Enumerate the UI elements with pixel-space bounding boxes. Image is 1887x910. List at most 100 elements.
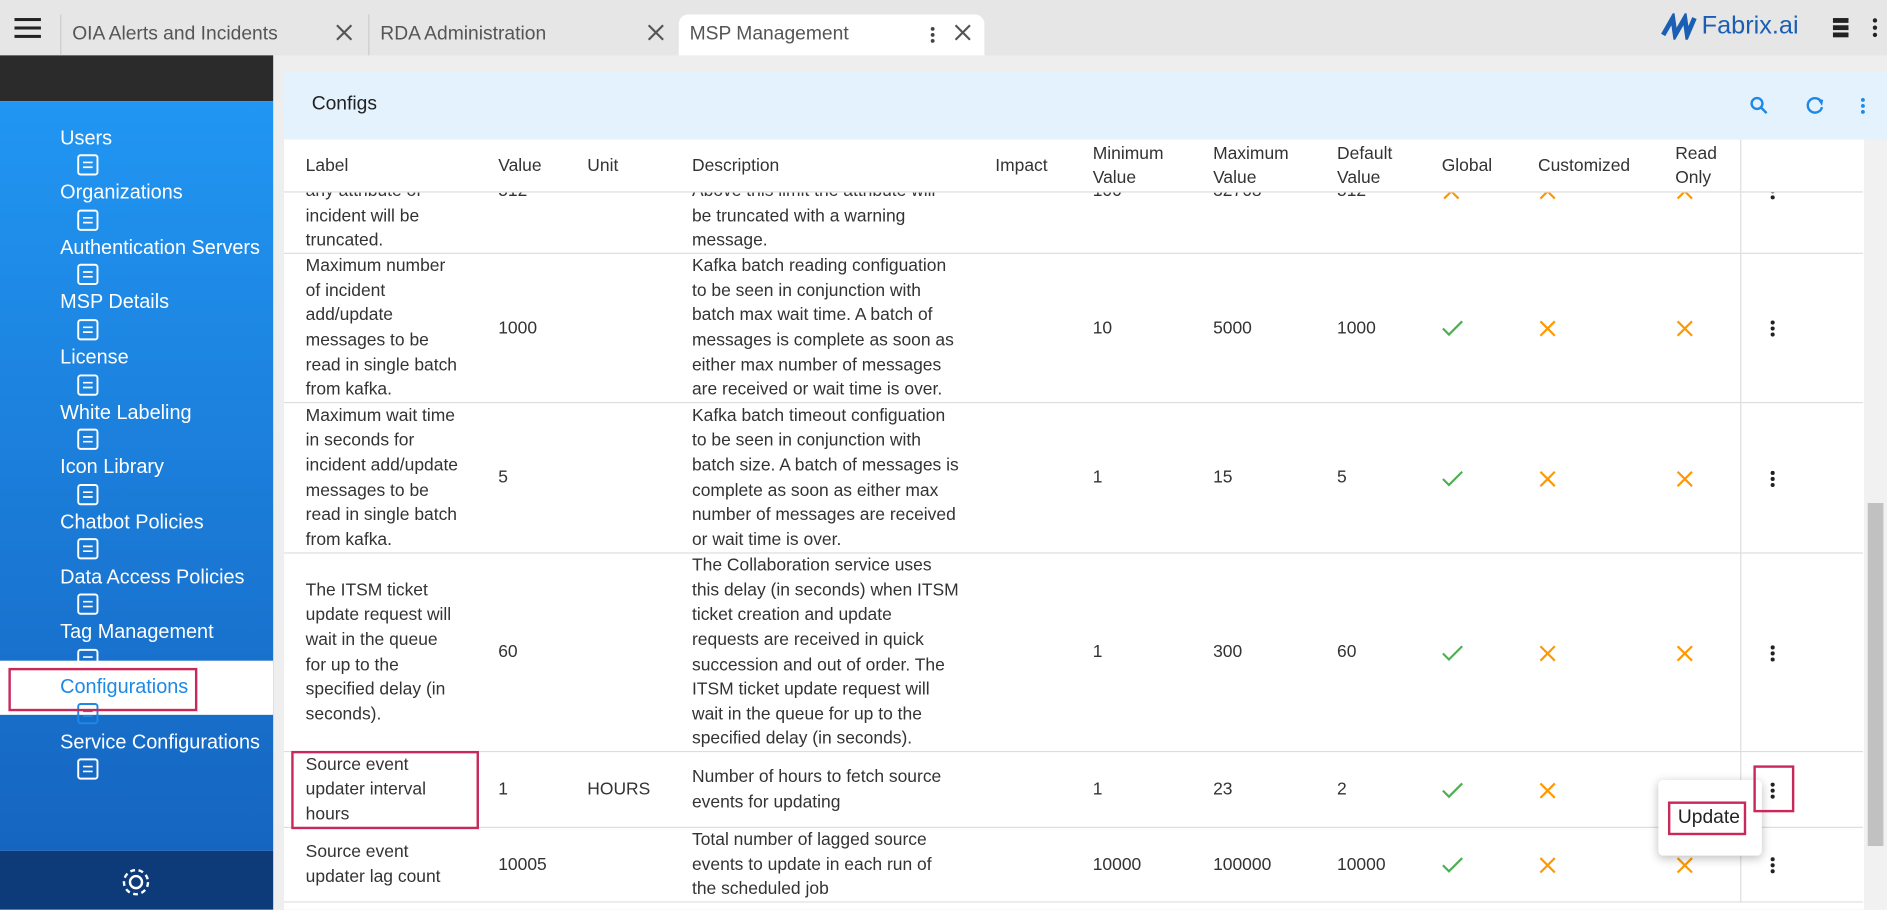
column-separator (1740, 193, 1741, 254)
tab-more[interactable] (929, 25, 936, 50)
column-separator (1740, 554, 1741, 753)
tab-label: RDA Administration (380, 24, 546, 46)
column-header: Description (692, 140, 981, 193)
check-icon (1442, 403, 1532, 553)
cross-icon (1538, 403, 1670, 553)
row-action[interactable] (1769, 554, 1779, 753)
table-body: any attribute of incident will be trunca… (0, 193, 1887, 903)
search-icon[interactable] (1750, 96, 1769, 115)
cross-icon (1675, 254, 1741, 403)
refresh-icon[interactable] (1804, 95, 1826, 117)
column-header: Value (498, 140, 582, 193)
panel-title: Configs (312, 94, 377, 116)
cell-text: 1000 (1337, 254, 1433, 403)
tab-close[interactable] (953, 23, 972, 48)
brand: Fabrix.ai (1661, 12, 1799, 41)
db-icon[interactable] (1833, 17, 1850, 39)
panel-header: Configs (284, 72, 1887, 139)
tab-label: MSP Management (690, 24, 849, 46)
cell-text: Kafka batch timeout configuation to be s… (692, 403, 959, 553)
cell-text: 100 (1093, 193, 1201, 254)
cell-text: 5000 (1213, 254, 1327, 403)
column-header: Impact (995, 140, 1085, 193)
row-action[interactable] (1769, 254, 1779, 403)
row-action[interactable] (1769, 828, 1779, 903)
column-header: Maximum Value (1213, 140, 1303, 193)
cell-text: Number of hours to fetch source events f… (692, 752, 959, 828)
column-header: Customized (1538, 140, 1628, 193)
column-header: Default Value (1337, 140, 1427, 193)
cell-text: The Collaboration service uses this dela… (692, 554, 959, 753)
cross-icon (1538, 254, 1670, 403)
cross-icon (1538, 554, 1670, 753)
cell-text: 1 (1093, 554, 1201, 753)
tab-close[interactable] (335, 23, 354, 48)
sidebar-top (0, 55, 273, 101)
column-header: Label (306, 140, 487, 193)
table-row: any attribute of incident will be trunca… (284, 193, 1863, 254)
column-separator (1740, 403, 1741, 553)
cell-text: HOURS (587, 752, 683, 828)
cell-text: 100000 (1213, 828, 1327, 903)
cross-icon (1538, 752, 1670, 828)
cell-text: Maximum number of incident add/update me… (306, 254, 462, 403)
sidebar-item[interactable]: Users (0, 111, 273, 165)
cross-icon (1442, 193, 1532, 254)
brand-name: Fabrix.ai (1702, 12, 1799, 41)
cell-text: 512 (1337, 193, 1433, 254)
cross-icon (1538, 828, 1670, 903)
cell-text: can be persisted for an incident? Above … (692, 193, 959, 256)
column-separator (1740, 254, 1741, 403)
tab-label: OIA Alerts and Incidents (72, 24, 278, 46)
cell-text: any attribute of incident will be trunca… (306, 193, 462, 256)
cell-text: 10000 (1337, 828, 1433, 903)
cell-text: 5 (1337, 403, 1433, 553)
highlight (291, 751, 479, 829)
tab[interactable]: RDA Administration (368, 14, 677, 55)
cell-text: 10005 (498, 828, 582, 903)
table-row: The ITSM ticket update request will wait… (284, 554, 1863, 753)
tab-close[interactable] (646, 23, 665, 48)
table-row: Maximum number of incident add/update me… (284, 254, 1863, 403)
scroll-thumb[interactable] (1868, 503, 1884, 846)
cell-text: 1 (498, 752, 582, 828)
table-row: Source event updater lag count10005Total… (284, 828, 1863, 903)
cell-text: 1 (1093, 752, 1201, 828)
cell-text: 2 (1337, 752, 1433, 828)
more-icon[interactable] (1871, 17, 1878, 39)
row-action[interactable] (1769, 403, 1779, 553)
tab[interactable]: MSP Management (679, 14, 985, 55)
table-row: Source event updater interval hours1HOUR… (284, 752, 1863, 828)
cell-text: 60 (498, 554, 582, 753)
panel-more[interactable] (1859, 96, 1866, 115)
cell-text: Maximum wait time in seconds for inciden… (306, 403, 462, 553)
brand-logo (1661, 13, 1697, 39)
cell-text: 1000 (498, 254, 582, 403)
highlight (1753, 765, 1794, 812)
row-action[interactable] (1769, 193, 1779, 254)
table-row: Maximum wait time in seconds for inciden… (284, 403, 1863, 553)
cell-text: 512 (498, 193, 582, 254)
cell-text: Source event updater lag count (306, 828, 462, 903)
highlight (8, 668, 197, 711)
column-header: Minimum Value (1093, 140, 1183, 193)
cross-icon (1675, 193, 1741, 254)
column-header: Unit (587, 140, 683, 193)
cell-text: 1 (1093, 403, 1201, 553)
highlight (1668, 801, 1746, 835)
cell-text: The ITSM ticket update request will wait… (306, 554, 462, 753)
cell-text: 10000 (1093, 828, 1201, 903)
cell-text: Kafka batch reading configuation to be s… (692, 254, 959, 403)
cell-text: 15 (1213, 403, 1327, 553)
cross-icon (1675, 554, 1741, 753)
tab[interactable]: OIA Alerts and Incidents (60, 14, 366, 55)
check-icon (1442, 752, 1532, 828)
check-icon (1442, 828, 1532, 903)
menu-icon[interactable] (14, 17, 43, 39)
scrollbar[interactable] (1864, 140, 1887, 910)
cell-text: 10 (1093, 254, 1201, 403)
cell-text: 32768 (1213, 193, 1327, 254)
cell-text: 300 (1213, 554, 1327, 753)
cross-icon (1675, 403, 1741, 553)
